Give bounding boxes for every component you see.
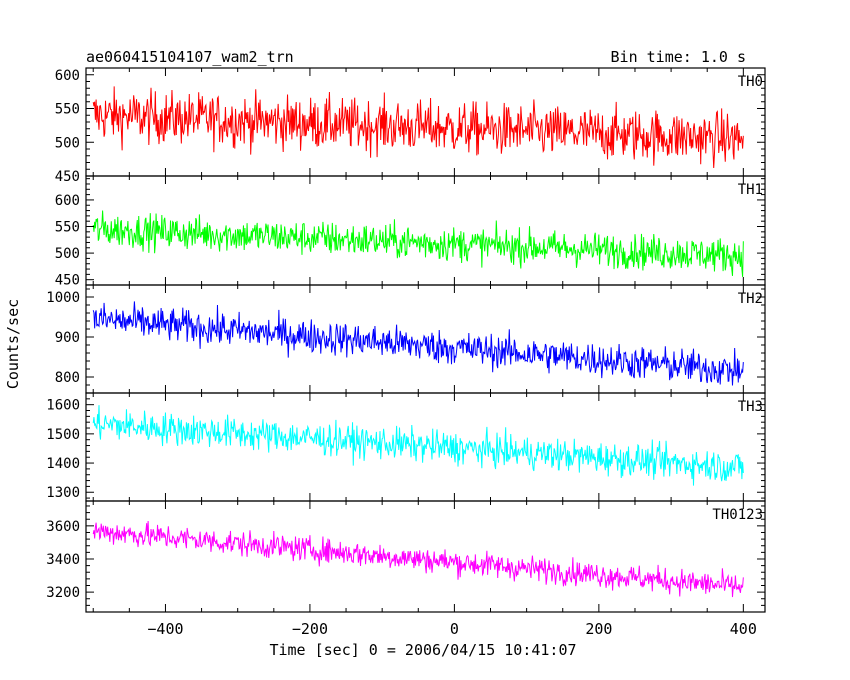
panel-name-label: TH3 [738, 399, 763, 415]
y-tick-label: 1400 [46, 456, 80, 472]
y-tick-label: 900 [55, 330, 80, 346]
panel-name-label: TH2 [738, 291, 763, 307]
y-tick-label: 800 [55, 370, 80, 386]
x-axis: −400 −200 0 200 400 [147, 620, 756, 638]
panel-frame [85, 175, 766, 286]
y-axis-label: Counts/sec [4, 299, 22, 389]
panel-th1: 450 500 550 600 TH1 [55, 175, 766, 289]
x-axis-label: Time [sec] 0 = 2006/04/15 10:41:07 [269, 641, 576, 659]
y-tick-label: 1600 [46, 398, 80, 414]
panel-name-label: TH1 [738, 182, 763, 198]
y-tick-label: 500 [55, 246, 80, 262]
panel-th0123: 3200 3400 3600 TH0123 [46, 500, 766, 613]
panel-name-label: TH0 [738, 74, 763, 90]
x-tick-label: 0 [450, 620, 459, 638]
panel-frame [85, 500, 766, 613]
series-line-th3 [92, 405, 744, 486]
series-line-th0123 [92, 520, 744, 598]
panel-th3: 1300 1400 1500 1600 TH3 [46, 392, 766, 502]
panel-frame [85, 284, 766, 394]
panel-th2: 800 900 1000 TH2 [46, 284, 766, 394]
y-tick-label: 450 [55, 273, 80, 289]
y-tick-label: 1300 [46, 485, 80, 501]
y-tick-label: 550 [55, 102, 80, 118]
x-tick-label: −200 [292, 620, 328, 638]
bin-time-label: Bin time: 1.0 s [611, 48, 746, 66]
series-line-th1 [92, 210, 744, 277]
y-tick-label: 1500 [46, 427, 80, 443]
series-line-th2 [92, 301, 744, 386]
y-tick-label: 600 [55, 68, 80, 84]
y-tick-label: 3400 [46, 552, 80, 568]
y-tick-label: 3200 [46, 585, 80, 601]
y-tick-label: 1000 [46, 290, 80, 306]
panels-group: 450 500 550 600 TH0 450 500 550 600 TH1 800 900 1000… [46, 67, 766, 613]
panel-name-label: TH0123 [712, 507, 763, 523]
y-tick-label: 3600 [46, 519, 80, 535]
panel-th0: 450 500 550 600 TH0 [55, 67, 766, 185]
series-line-th0 [92, 86, 744, 169]
plot-title: ae060415104107_wam2_trn [86, 48, 294, 66]
x-tick-label: 400 [730, 620, 757, 638]
y-tick-label: 550 [55, 220, 80, 236]
y-tick-label: 500 [55, 135, 80, 151]
x-tick-label: 200 [585, 620, 612, 638]
x-tick-label: −400 [147, 620, 183, 638]
y-tick-label: 450 [55, 169, 80, 185]
y-tick-label: 600 [55, 193, 80, 209]
